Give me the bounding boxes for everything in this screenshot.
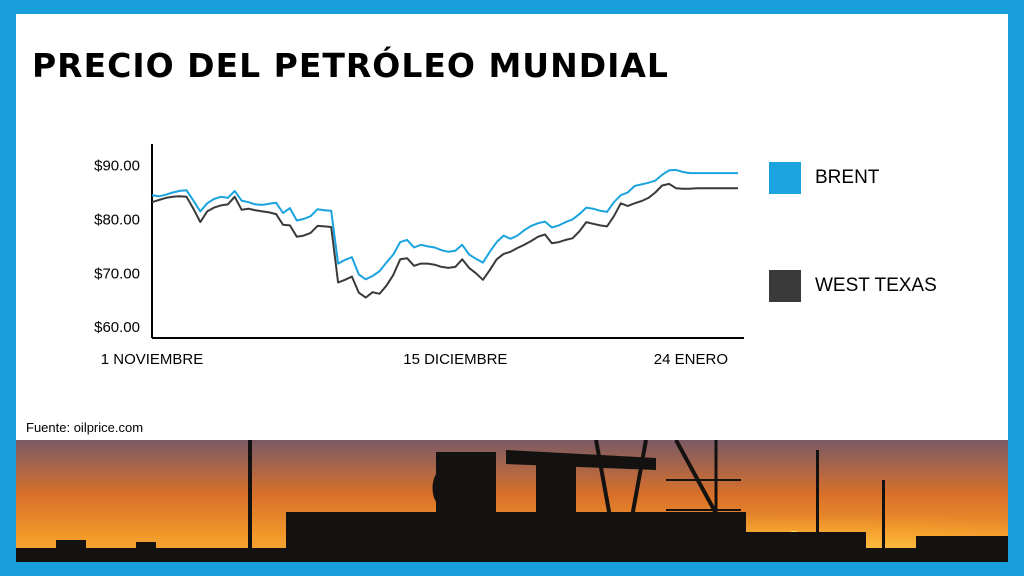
x-tick-label: 1 NOVIEMBRE [101,351,204,368]
x-tick-label: 15 DICIEMBRE [403,351,507,368]
legend-item-brent: BRENT [769,162,879,194]
series-line-wti [151,182,738,299]
frame: PRECIO DEL PETRÓLEO MUNDIAL $90.00 $80.00… [16,14,1008,562]
x-tick-label: 24 ENERO [654,351,728,368]
y-tick-label: $80.00 [94,211,140,228]
price-chart: $90.00 $80.00 $70.00 $60.00 1 NOVIEMBRE 15 DI… [94,144,744,368]
legend-item-wti: WEST TEXAS [769,270,937,302]
y-tick-label: $90.00 [94,158,140,175]
legend-label-brent: BRENT [815,167,880,188]
y-tick-label: $60.00 [94,319,140,336]
source-note: Fuente: oilprice.com [26,420,144,435]
legend-label-wti: WEST TEXAS [815,275,937,296]
page-title: PRECIO DEL PETRÓLEO MUNDIAL [32,46,669,85]
legend-swatch-brent [769,162,801,194]
series-line-brent [151,168,738,281]
oil-field-sunset-image [16,440,1008,562]
y-tick-label: $70.00 [94,265,140,282]
legend-swatch-wti [769,270,801,302]
